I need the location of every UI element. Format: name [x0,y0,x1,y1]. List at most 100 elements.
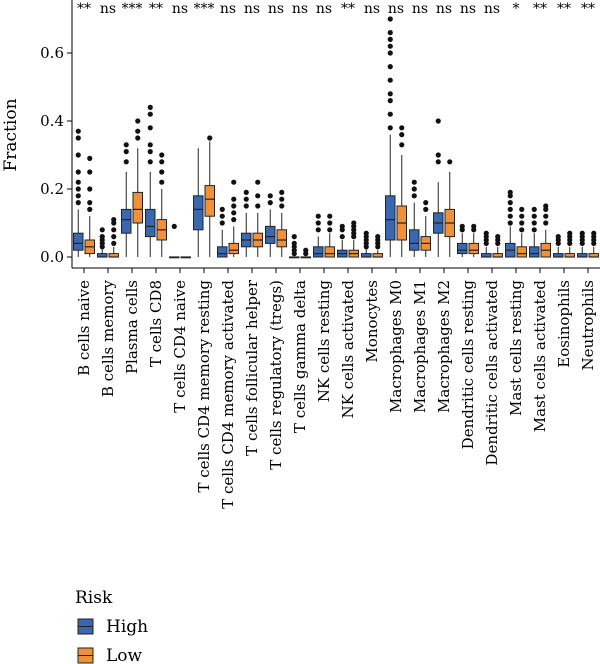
legend-label-low: Low [106,646,143,664]
outlier-point [519,206,525,212]
outlier-point [579,230,585,236]
outlier-point [387,64,393,70]
outlier-point [159,169,165,175]
outlier-point [507,206,513,212]
outlier-point [495,234,501,240]
outlier-point [543,220,549,226]
x-tick-label: Macrophages M0 [387,280,405,413]
outlier-point [231,210,237,216]
x-tick-label: T cells CD4 memory activated [219,280,237,509]
outlier-point [87,200,93,206]
outlier-point [123,142,129,148]
box-body [276,229,287,248]
outlier-point [507,200,513,206]
legend: Risk High Low [75,588,148,664]
outlier-point [243,203,249,209]
significance-label: ns [436,1,452,17]
box-low [252,179,263,257]
plot-area [73,16,599,259]
x-tick-label: Macrophages M2 [435,280,453,413]
outlier-point [231,196,237,202]
box-high [313,213,324,258]
box-body [324,246,335,258]
box-high [289,234,300,259]
legend-label-high: High [106,617,148,637]
outlier-point [315,220,321,226]
significance-label: ns [460,1,476,17]
outlier-point [519,220,525,226]
x-tick-label: Eosinophils [555,280,573,368]
outlier-point [87,206,93,212]
outlier-point [75,186,81,192]
outlier-point [255,203,261,209]
outlier-point [231,179,237,185]
significance-label: ** [557,1,571,17]
significance-label: ns [364,1,380,17]
outlier-point [291,234,297,240]
box-body [132,191,143,224]
outlier-point [171,223,177,229]
outlier-point [147,149,153,155]
outlier-point [411,186,417,192]
box-low [180,256,191,259]
outlier-point [471,223,477,229]
box-body [73,232,84,251]
box-body [385,195,396,241]
significance-label: ** [149,1,163,17]
significance-label: ns [484,1,500,17]
significance-label: ns [172,1,188,17]
outlier-point [111,217,117,223]
x-tick-label: NK cells activated [339,280,357,419]
x-tick-label: Dendritic cells resting [459,280,477,450]
box-high [217,206,228,258]
box-high [241,189,252,257]
outlier-point [75,135,81,141]
box-high [145,104,156,257]
x-tick-label: T cells regulatory (tregs) [267,280,285,470]
outlier-point [231,217,237,223]
outlier-point [435,152,441,158]
outlier-point [519,227,525,233]
outlier-point [387,36,393,43]
outlier-point [531,227,537,233]
outlier-point [351,220,357,226]
outlier-point [255,179,261,185]
outlier-point [135,128,141,134]
outlier-point [111,240,117,246]
box-body [121,208,132,234]
box-high [385,16,396,257]
box-high [169,223,180,259]
significance-label: *** [194,1,215,17]
outlier-point [315,213,321,219]
outlier-point [279,189,285,195]
y-tick-label: 0.6 [40,44,64,62]
outlier-point [399,142,405,148]
outlier-point [591,230,597,236]
outlier-point [447,159,453,165]
x-tick-label: B cells memory [99,279,117,397]
box-low [84,155,95,257]
outlier-point [111,234,117,240]
box-low [588,230,599,258]
outlier-point [147,125,153,131]
outlier-point [411,179,417,185]
outlier-point [267,200,273,206]
box-low [492,234,503,258]
box-low [228,179,239,257]
significance-label: ns [412,1,428,17]
outlier-point [363,230,369,236]
x-tick-label: Monocytes [363,280,381,363]
x-tick-label: T cells follicular helper [243,279,261,456]
box-low [540,203,551,258]
box-low [420,200,431,257]
x-tick-label: T cells CD8 [147,280,165,367]
outlier-point [387,29,393,36]
outlier-point [87,169,93,175]
box-low [468,223,479,257]
outlier-point [423,200,429,206]
outlier-point [387,43,393,49]
box-low [204,135,215,257]
significance-label: ** [581,1,595,17]
x-tick-label: Macrophages M1 [411,280,429,413]
